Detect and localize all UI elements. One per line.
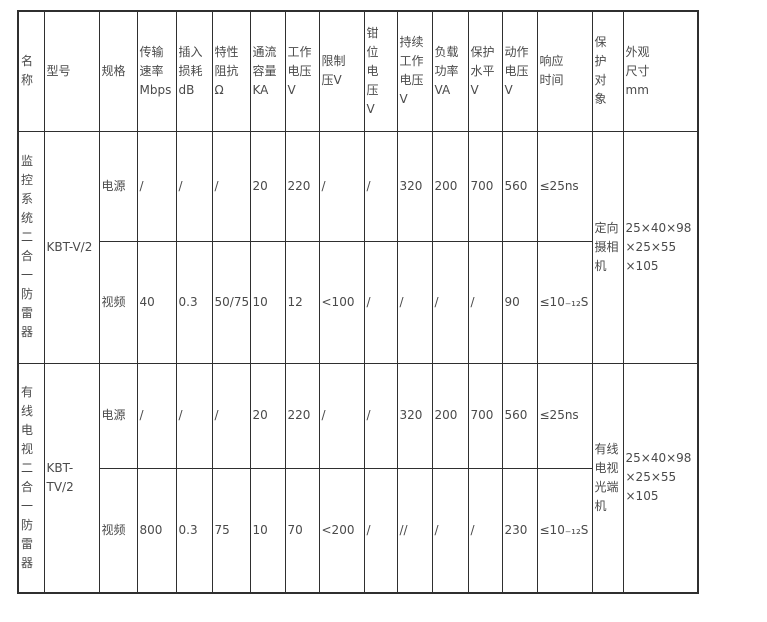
value-cell: /: [136, 362, 177, 469]
value-cell: <100: [318, 240, 365, 364]
value-cell: 230: [501, 467, 538, 594]
spec-cell: 电源: [98, 130, 138, 242]
header-protected-object: 保 护 对 象: [591, 10, 624, 132]
header-spec: 规格: [98, 10, 138, 132]
protected-device: 有线 电视 光端 机: [591, 362, 624, 594]
value-cell: 220: [284, 130, 320, 242]
value-cell: 75: [211, 467, 251, 594]
header-insertion-loss: 插入 损耗 dB: [175, 10, 213, 132]
value-cell: ≤25ns: [536, 130, 593, 242]
value-cell: 0.3: [175, 467, 213, 594]
table-row: 视频 40 0.3 50/75 10 12 <100 / / / / 90 ≤1…: [18, 240, 698, 364]
header-name: 名 称: [17, 10, 45, 132]
value-cell: ≤10₋₁₂S: [536, 467, 593, 594]
value-cell: <200: [318, 467, 365, 594]
value-cell: 700: [467, 130, 503, 242]
header-continuous-voltage: 持续 工作 电压 V: [396, 10, 433, 132]
spec-cell: 视频: [98, 467, 138, 594]
spec-cell: 视频: [98, 240, 138, 364]
value-cell: /: [175, 130, 213, 242]
value-cell: 200: [431, 362, 469, 469]
value-cell: ≤25ns: [536, 362, 593, 469]
value-cell: 10: [249, 240, 286, 364]
value-cell: 700: [467, 362, 503, 469]
product-name: 监 控 系 统 二 合 一 防 雷 器: [17, 130, 45, 364]
value-cell: 70: [284, 467, 320, 594]
value-cell: /: [318, 130, 365, 242]
spec-table: 名 称 型号 规格 传输 速率 Mbps 插入 损耗 dB 特性 阻抗 Ω 通流…: [17, 10, 699, 594]
dimensions-cell: 25×40×98 ×25×55 ×105: [622, 130, 699, 364]
header-clamp-voltage: 钳 位 电 压 V: [363, 10, 398, 132]
value-cell: 10: [249, 467, 286, 594]
header-dimensions: 外观 尺寸 mm: [622, 10, 699, 132]
value-cell: 12: [284, 240, 320, 364]
value-cell: 220: [284, 362, 320, 469]
value-cell: /: [431, 240, 469, 364]
product-model: KBT- TV/2: [43, 362, 100, 594]
protected-device: 定向 摄相 机: [591, 130, 624, 364]
value-cell: 0.3: [175, 240, 213, 364]
table-row: 监 控 系 统 二 合 一 防 雷 器 KBT-V/2 电源 / / / 20 …: [17, 130, 699, 364]
value-cell: /: [431, 467, 469, 594]
value-cell: /: [211, 130, 251, 242]
value-cell: //: [396, 467, 433, 594]
table-row: 视频 800 0.3 75 10 70 <200 / // / / 230 ≤1…: [18, 467, 698, 594]
value-cell: 40: [136, 240, 177, 364]
value-cell: 20: [249, 362, 286, 469]
value-cell: 20: [249, 130, 286, 242]
header-protection-level: 保护 水平 V: [467, 10, 503, 132]
header-working-voltage: 工作 电压 V: [284, 10, 320, 132]
value-cell: 90: [501, 240, 538, 364]
product-model: KBT-V/2: [43, 130, 100, 364]
dimensions-cell: 25×40×98 ×25×55 ×105: [622, 362, 699, 594]
value-cell: /: [318, 362, 365, 469]
value-cell: /: [363, 467, 398, 594]
value-cell: /: [175, 362, 213, 469]
value-cell: ≤10₋₁₂S: [536, 240, 593, 364]
header-rate-mbps: 传输 速率 Mbps: [136, 10, 177, 132]
header-impedance: 特性 阻抗 Ω: [211, 10, 251, 132]
value-cell: /: [467, 467, 503, 594]
value-cell: 320: [396, 130, 433, 242]
value-cell: 800: [136, 467, 177, 594]
value-cell: /: [396, 240, 433, 364]
header-load-power: 负载 功率 VA: [431, 10, 469, 132]
value-cell: /: [363, 130, 398, 242]
product-name: 有 线 电 视 二 合 一 防 雷 器: [17, 362, 45, 594]
value-cell: /: [136, 130, 177, 242]
header-model: 型号: [43, 10, 100, 132]
value-cell: 560: [501, 362, 538, 469]
spec-cell: 电源: [98, 362, 138, 469]
header-limit-voltage: 限制 压V: [318, 10, 365, 132]
table-row: 有 线 电 视 二 合 一 防 雷 器 KBT- TV/2 电源 / / / 2…: [17, 362, 699, 594]
header-flow-capacity: 通流 容量 KA: [249, 10, 286, 132]
header-action-voltage: 动作 电压 V: [501, 10, 538, 132]
value-cell: 200: [431, 130, 469, 242]
header-response-time: 响应 时间: [536, 10, 593, 132]
value-cell: /: [363, 362, 398, 469]
value-cell: /: [467, 240, 503, 364]
value-cell: 50/75: [211, 240, 251, 364]
value-cell: /: [211, 362, 251, 469]
header-row: 名 称 型号 规格 传输 速率 Mbps 插入 损耗 dB 特性 阻抗 Ω 通流…: [17, 10, 699, 132]
value-cell: 560: [501, 130, 538, 242]
value-cell: 320: [396, 362, 433, 469]
value-cell: /: [363, 240, 398, 364]
